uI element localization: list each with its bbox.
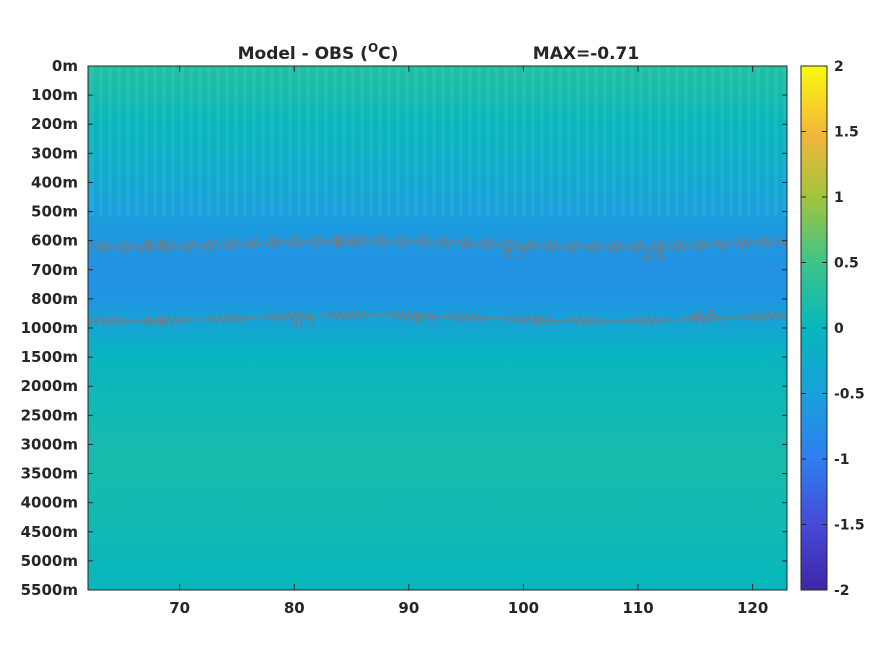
contour-line-lower (88, 309, 787, 327)
y-tick-label: 600m (31, 232, 78, 250)
y-tick-label: 5500m (21, 581, 78, 599)
colorbar-tick-label: -0.5 (834, 387, 865, 403)
y-tick-label: 200m (31, 115, 78, 133)
chart-title: Model - OBS (OC) (238, 41, 399, 64)
contour-label: -0.5 (690, 309, 715, 324)
y-tick-label: 500m (31, 203, 78, 221)
max-label: MAX=-0.71 (533, 44, 639, 64)
colorbar-tick-label: 1 (834, 190, 844, 206)
contour-label: -0.5 (530, 314, 555, 329)
contour-label: -0.5 (140, 239, 165, 254)
contour-label: -0.5 (640, 251, 665, 266)
y-axis: 0m 100m 200m 300m 400m 500m 600m 700m 800m 1000m 1… (21, 57, 787, 599)
colorbar-tick-label: 0 (834, 321, 844, 337)
colorbar-tick-label: -2 (834, 583, 850, 599)
contour-label: -0.5 (140, 315, 165, 330)
x-tick-label: 120 (737, 599, 768, 617)
x-tick-label: 100 (508, 599, 539, 617)
y-tick-label: 5000m (21, 552, 78, 570)
y-tick-label: 0m (52, 57, 78, 75)
x-tick-label: 90 (398, 599, 419, 617)
y-tick-label: 400m (31, 173, 78, 191)
colorbar-ticks: 2 1.5 1 0.5 0 -0.5 -1 -1.5 -2 (801, 59, 865, 599)
y-tick-label: 100m (31, 86, 78, 104)
colorbar-tick-label: 2 (834, 59, 844, 75)
y-tick-label: 2000m (21, 377, 78, 395)
heatmap-texture (88, 66, 787, 216)
y-tick-label: 700m (31, 261, 78, 279)
contour-label: -0.5 (330, 235, 355, 250)
y-tick-label: 4500m (21, 523, 78, 541)
contour-label: -0.5 (410, 313, 435, 328)
y-tick-label: 800m (31, 290, 78, 308)
contour-label: -0.5 (290, 317, 315, 332)
plot-area: -0.5 -0.5 -0.5 -0.5 -0.5 -0.5 -0.5 -0.5 -0.5 (88, 66, 787, 590)
colorbar-tick-label: -1 (834, 452, 850, 468)
contour-label: -0.5 (500, 247, 525, 262)
y-tick-label: 1500m (21, 348, 78, 366)
colorbar-tick-label: -1.5 (834, 518, 865, 534)
x-tick-label: 70 (169, 599, 190, 617)
contour-line-upper (88, 232, 787, 256)
y-tick-label: 2500m (21, 406, 78, 424)
x-tick-label: 80 (284, 599, 305, 617)
y-tick-label: 3500m (21, 465, 78, 483)
x-tick-label: 110 (622, 599, 653, 617)
x-axis: 70 80 90 100 110 120 (169, 66, 768, 617)
y-tick-label: 3000m (21, 435, 78, 453)
contour-lines: -0.5 -0.5 -0.5 -0.5 -0.5 -0.5 -0.5 -0.5 -0.5 (88, 232, 787, 332)
colorbar-tick-label: 1.5 (834, 125, 859, 141)
colorbar-tick-label: 0.5 (834, 256, 859, 272)
y-tick-label: 4000m (21, 494, 78, 512)
y-tick-label: 1000m (21, 319, 78, 337)
y-tick-label: 300m (31, 144, 78, 162)
